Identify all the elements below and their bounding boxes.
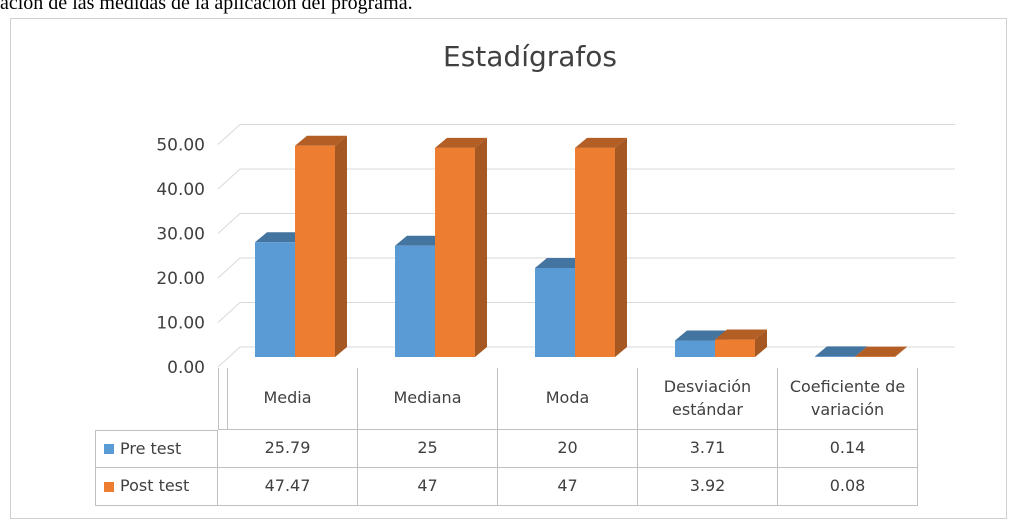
bar-side <box>475 137 487 357</box>
bar <box>435 147 475 357</box>
table-value: 3.71 <box>638 430 778 468</box>
category-label: Moda <box>498 368 638 430</box>
chart-title: Estadígrafos <box>443 40 617 73</box>
caption: ación de las medidas de la aplicación de… <box>0 0 413 14</box>
bar-top <box>435 137 487 148</box>
table-value: 47.47 <box>218 468 358 506</box>
bar-top <box>715 329 767 340</box>
table-value: 3.92 <box>638 468 778 506</box>
bar <box>295 145 335 357</box>
bar-top <box>255 232 307 243</box>
y-tick-label: 20.00 <box>156 269 205 289</box>
category-label: Desviación estándar <box>638 368 778 430</box>
bar-top <box>815 346 867 357</box>
bar <box>815 356 855 357</box>
table-value: 0.14 <box>778 430 918 468</box>
grid-line <box>217 124 955 145</box>
y-tick-label: 30.00 <box>156 225 205 245</box>
bar-side <box>615 137 627 357</box>
grid-line <box>217 302 955 323</box>
table-value: 20 <box>498 430 638 468</box>
bar-top <box>675 330 727 341</box>
table-value: 47 <box>358 468 498 506</box>
y-tick-label: 0.00 <box>167 358 205 378</box>
table-value: 0.08 <box>778 468 918 506</box>
category-label: Coeficiente de variación <box>778 368 918 430</box>
bar <box>535 268 575 357</box>
bar-top <box>395 235 447 246</box>
legend-label: Post test <box>120 476 190 496</box>
bar-top <box>535 258 587 268</box>
category-label: Media <box>218 368 358 430</box>
y-tick-label: 40.00 <box>156 180 205 200</box>
legend-entry: Pre test <box>95 430 218 468</box>
chart-frame <box>10 18 1007 519</box>
bar <box>715 339 755 357</box>
bar <box>395 245 435 357</box>
bar-side <box>895 346 907 357</box>
grid-line <box>217 257 955 279</box>
table-value: 25 <box>358 430 498 468</box>
grid-line <box>217 213 955 234</box>
legend-key <box>104 481 114 492</box>
bar <box>675 340 715 357</box>
legend-key <box>104 444 114 454</box>
bar <box>255 242 295 357</box>
table-value: 47 <box>498 468 638 506</box>
table-value: 25.79 <box>218 430 358 468</box>
bar-top <box>855 346 907 357</box>
legend-entry: Post test <box>95 468 218 506</box>
bar-side <box>335 135 347 357</box>
bar <box>575 147 615 357</box>
bar-top <box>295 135 347 146</box>
y-tick-label: 50.00 <box>156 136 205 156</box>
bar-top <box>575 137 627 148</box>
grid-line <box>217 168 955 190</box>
category-label: Mediana <box>358 368 498 430</box>
legend-label: Pre test <box>120 438 182 458</box>
bar-side <box>755 329 767 357</box>
y-tick-label: 10.00 <box>156 314 205 334</box>
